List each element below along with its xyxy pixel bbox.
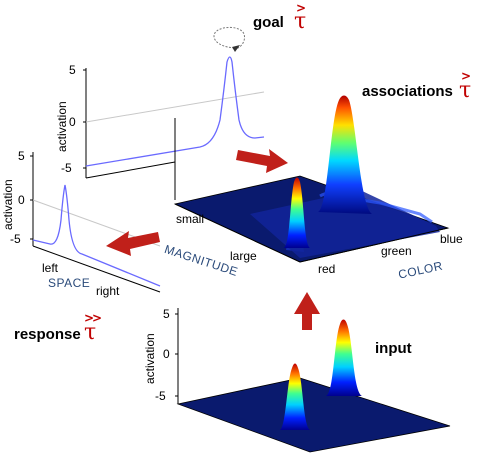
associations-magnitude-axis: [174, 203, 301, 263]
response-label: response: [14, 326, 81, 343]
associations-tau-relation: >: [461, 69, 471, 83]
goal-tau-relation: >: [296, 1, 306, 15]
goal-ytick-0: 0: [69, 115, 76, 129]
response-xlabel: SPACE: [48, 276, 91, 290]
goal-ylabel: activation: [55, 101, 69, 152]
response-ytick-neg5: -5: [10, 232, 21, 246]
input-field: [175, 308, 451, 453]
input-label: input: [375, 340, 412, 357]
response-curve: [32, 184, 161, 287]
goal-plot: [83, 27, 265, 190]
input-peak-right: [326, 319, 362, 396]
arrow-input-to-associations-icon: [294, 292, 320, 330]
magnitude-tick-large: large: [230, 249, 257, 263]
associations-field: [173, 95, 450, 263]
goal-plot-floor-edge: [85, 161, 176, 179]
arrow-associations-to-response-icon: [106, 231, 160, 256]
response-ylabel: activation: [1, 179, 15, 230]
response-plot-floor-edge: [32, 245, 161, 293]
associations-label: associations: [362, 83, 453, 100]
color-tick-red: red: [318, 262, 336, 276]
response-xtick-right: right: [96, 284, 120, 298]
associations-color-axis: [299, 227, 449, 263]
goal-ytick-neg5: -5: [61, 161, 72, 175]
response-tau-symbol: τ: [84, 320, 97, 345]
associations-peak-large: [318, 95, 372, 214]
response-ytick-5: 5: [18, 149, 25, 163]
goal-label: goal: [253, 14, 284, 31]
response-tau-relation: >>: [84, 311, 102, 325]
input-ytick-neg5: -5: [155, 389, 166, 403]
response-xtick-left: left: [42, 261, 59, 275]
color-tick-green: green: [381, 244, 412, 258]
goal-tau-symbol: τ: [294, 9, 307, 34]
goal-curve: [85, 56, 265, 167]
self-excitation-loop-icon: [213, 27, 245, 49]
input-ytick-0: 0: [163, 347, 170, 361]
input-floor: [176, 377, 451, 453]
response-ytick-0: 0: [18, 193, 25, 207]
magnitude-tick-small: small: [176, 212, 205, 226]
input-ylabel: activation: [143, 333, 157, 384]
goal-plot-zero-line: [85, 91, 265, 123]
input-peak-left: [280, 363, 310, 430]
input-ytick-5: 5: [163, 307, 170, 321]
color-tick-blue: blue: [440, 232, 463, 246]
associations-tau-symbol: τ: [459, 78, 472, 103]
associations-peak-small: [284, 177, 310, 248]
arrow-goal-to-associations-icon: [236, 149, 288, 173]
goal-ytick-5: 5: [69, 63, 76, 77]
self-excitation-arrowhead-icon: [232, 45, 240, 52]
